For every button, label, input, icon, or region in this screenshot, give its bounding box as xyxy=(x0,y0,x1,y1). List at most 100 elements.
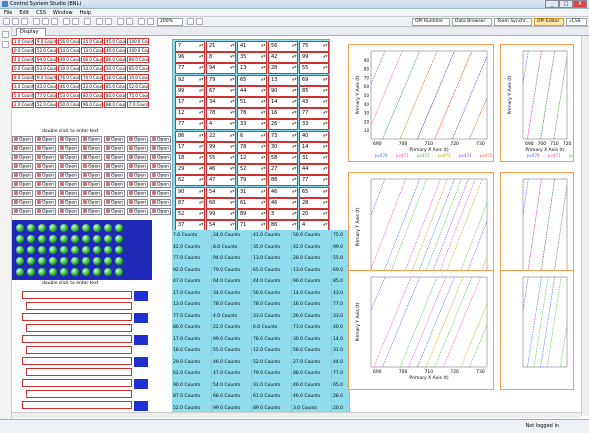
open-button[interactable]: Open xyxy=(58,145,79,152)
spinner-arrows-icon[interactable]: ▲▼ xyxy=(323,121,328,126)
open-button[interactable]: Open xyxy=(58,172,79,179)
spinner-field[interactable]: 4 ▲▼ xyxy=(206,119,236,131)
spinner-field[interactable]: 13 ▲▼ xyxy=(268,74,298,86)
spinner-field[interactable]: 35 ▲▼ xyxy=(237,52,267,64)
menu-css[interactable]: CSS xyxy=(36,10,46,16)
open-button[interactable]: Open xyxy=(12,163,33,170)
spinner-field[interactable]: 46 ▲▼ xyxy=(268,186,298,198)
open-button[interactable]: Open xyxy=(35,145,56,152)
open-button[interactable]: Open xyxy=(12,208,33,215)
spinner-field[interactable]: 55 ▲▼ xyxy=(299,63,329,75)
open-button[interactable]: Open xyxy=(12,190,33,197)
open-button[interactable]: Open xyxy=(12,181,33,188)
open-button[interactable]: Open xyxy=(81,136,102,143)
open-button[interactable]: Open xyxy=(58,208,79,215)
spinner-field[interactable]: 34 ▲▼ xyxy=(206,97,236,108)
spinner-arrows-icon[interactable]: ▲▼ xyxy=(199,222,204,227)
spinner-arrows-icon[interactable]: ▲▼ xyxy=(230,121,235,126)
spinner-field[interactable]: 31 ▲▼ xyxy=(237,186,267,198)
copy-icon[interactable] xyxy=(42,18,49,25)
spinner-field[interactable]: 28 ▲▼ xyxy=(299,197,329,209)
open-button[interactable]: Open xyxy=(127,136,148,143)
open-button[interactable]: Open xyxy=(35,199,56,206)
spinner-arrows-icon[interactable]: ▲▼ xyxy=(292,177,297,182)
spinner-arrows-icon[interactable]: ▲▼ xyxy=(230,188,235,193)
spinner-arrows-icon[interactable]: ▲▼ xyxy=(199,143,204,148)
spinner-field[interactable]: 58 ▲▼ xyxy=(268,153,298,164)
spinner-field[interactable]: 65 ▲▼ xyxy=(237,74,267,86)
spinner-arrows-icon[interactable]: ▲▼ xyxy=(230,54,235,59)
spinner-field[interactable]: 29 ▲▼ xyxy=(175,164,205,176)
spinner-field[interactable]: 33 ▲▼ xyxy=(237,119,267,131)
spinner-arrows-icon[interactable]: ▲▼ xyxy=(261,99,266,103)
grid-icon[interactable] xyxy=(105,18,112,25)
spinner-field[interactable]: 14 ▲▼ xyxy=(299,141,329,153)
spinner-arrows-icon[interactable]: ▲▼ xyxy=(323,54,328,59)
spinner-arrows-icon[interactable]: ▲▼ xyxy=(292,110,297,115)
outline-icon[interactable] xyxy=(2,41,9,48)
spinner-arrows-icon[interactable]: ▲▼ xyxy=(230,65,235,70)
slider-row[interactable] xyxy=(22,357,132,365)
spinner-arrows-icon[interactable]: ▲▼ xyxy=(261,87,266,92)
open-button[interactable]: Open xyxy=(81,154,102,161)
spinner-field[interactable]: 89 ▲▼ xyxy=(237,209,267,220)
spinner-field[interactable]: 55 ▲▼ xyxy=(206,153,236,164)
open-button[interactable]: Open xyxy=(12,145,33,152)
open-button[interactable]: Open xyxy=(58,154,79,161)
open-button[interactable]: Open xyxy=(12,199,33,206)
spinner-field[interactable]: 18 ▲▼ xyxy=(175,153,205,164)
open-button[interactable]: Open xyxy=(150,208,171,215)
spinner-field[interactable]: 44 ▲▼ xyxy=(299,164,329,176)
spinner-field[interactable]: 79 ▲▼ xyxy=(206,74,236,86)
spinner-arrows-icon[interactable]: ▲▼ xyxy=(323,177,328,182)
open-button[interactable]: Open xyxy=(104,136,125,143)
redo-icon[interactable] xyxy=(72,18,79,25)
spinner-field[interactable]: 7 ▲▼ xyxy=(175,41,205,52)
spinner-arrows-icon[interactable]: ▲▼ xyxy=(323,76,328,81)
spinner-field[interactable]: 12 ▲▼ xyxy=(237,153,267,164)
open-button[interactable]: Open xyxy=(127,145,148,152)
open-button[interactable]: Open xyxy=(104,181,125,188)
spinner-arrows-icon[interactable]: ▲▼ xyxy=(199,211,204,215)
spinner-arrows-icon[interactable]: ▲▼ xyxy=(261,166,266,171)
spinner-arrows-icon[interactable]: ▲▼ xyxy=(230,155,235,159)
spinner-arrows-icon[interactable]: ▲▼ xyxy=(199,43,204,47)
open-button[interactable]: Open xyxy=(150,154,171,161)
spinner-arrows-icon[interactable]: ▲▼ xyxy=(230,76,235,81)
spinner-field[interactable]: 22 ▲▼ xyxy=(206,130,236,142)
spinner-arrows-icon[interactable]: ▲▼ xyxy=(199,155,204,159)
spinner-arrows-icon[interactable]: ▲▼ xyxy=(199,199,204,204)
text-input-2[interactable]: double click to enter text xyxy=(42,281,99,286)
perspective-opi-editor[interactable]: OPI Editor xyxy=(534,18,564,26)
spinner-field[interactable]: 3 ▲▼ xyxy=(268,209,298,220)
new-icon[interactable] xyxy=(3,18,10,25)
spinner-arrows-icon[interactable]: ▲▼ xyxy=(292,87,297,92)
open-button[interactable]: Open xyxy=(127,172,148,179)
spinner-arrows-icon[interactable]: ▲▼ xyxy=(261,43,266,47)
spinner-field[interactable]: 78 ▲▼ xyxy=(237,108,267,120)
spinner-field[interactable]: 26 ▲▼ xyxy=(268,119,298,131)
spinner-arrows-icon[interactable]: ▲▼ xyxy=(261,188,266,193)
spinner-field[interactable]: 52 ▲▼ xyxy=(237,164,267,176)
open-button[interactable]: Open xyxy=(104,199,125,206)
spinner-arrows-icon[interactable]: ▲▼ xyxy=(230,211,235,215)
xy-chart[interactable]: 10 20 30 40 50 60 70 80 90 690 700 710 720 730 Primary… xyxy=(348,44,494,162)
spinner-field[interactable]: 77 ▲▼ xyxy=(175,119,205,131)
spinner-field[interactable]: 44 ▲▼ xyxy=(237,85,267,97)
maximize-button[interactable]: □ xyxy=(559,0,573,8)
spinner-arrows-icon[interactable]: ▲▼ xyxy=(261,222,266,227)
open-button[interactable]: Open xyxy=(12,172,33,179)
spinner-field[interactable]: 67 ▲▼ xyxy=(206,85,236,97)
spinner-arrows-icon[interactable]: ▲▼ xyxy=(261,177,266,182)
spinner-field[interactable]: 65 ▲▼ xyxy=(299,186,329,198)
spinner-field[interactable]: 90 ▲▼ xyxy=(175,186,205,198)
open-button[interactable]: Open xyxy=(127,163,148,170)
spinner-arrows-icon[interactable]: ▲▼ xyxy=(199,87,204,92)
slider-row[interactable] xyxy=(26,324,132,332)
open-button[interactable]: Open xyxy=(150,199,171,206)
text-input-1[interactable]: double click to enter text xyxy=(42,129,99,134)
spinner-field[interactable]: 16 ▲▼ xyxy=(268,108,298,120)
spinner-field[interactable]: 77 ▲▼ xyxy=(175,63,205,75)
cut-icon[interactable] xyxy=(33,18,40,25)
spinner-field[interactable]: 56 ▲▼ xyxy=(268,41,298,52)
